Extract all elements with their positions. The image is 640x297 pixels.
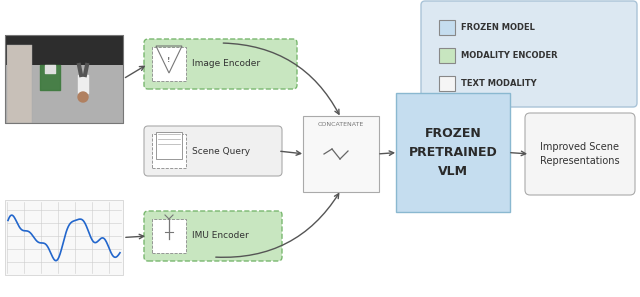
Text: Image Encoder: Image Encoder xyxy=(192,59,260,69)
FancyBboxPatch shape xyxy=(421,1,637,107)
FancyBboxPatch shape xyxy=(439,20,455,35)
FancyBboxPatch shape xyxy=(303,116,379,192)
Text: FROZEN MODEL: FROZEN MODEL xyxy=(461,23,535,31)
FancyBboxPatch shape xyxy=(439,76,455,91)
FancyBboxPatch shape xyxy=(144,126,282,176)
FancyBboxPatch shape xyxy=(152,47,186,81)
Polygon shape xyxy=(5,65,123,123)
Text: CONCATENATE: CONCATENATE xyxy=(318,121,364,127)
Polygon shape xyxy=(5,35,123,65)
FancyBboxPatch shape xyxy=(156,132,182,159)
Text: !: ! xyxy=(168,57,171,63)
Text: MODALITY ENCODER: MODALITY ENCODER xyxy=(461,50,557,59)
Text: FROZEN
PRETRAINED
VLM: FROZEN PRETRAINED VLM xyxy=(408,127,497,178)
Text: Scene Query: Scene Query xyxy=(192,146,250,156)
FancyBboxPatch shape xyxy=(5,35,123,123)
Circle shape xyxy=(78,92,88,102)
FancyBboxPatch shape xyxy=(144,39,297,89)
FancyBboxPatch shape xyxy=(439,48,455,63)
FancyBboxPatch shape xyxy=(152,219,186,253)
Text: TEXT MODALITY: TEXT MODALITY xyxy=(461,78,536,88)
Text: Improved Scene
Representations: Improved Scene Representations xyxy=(540,142,620,166)
FancyBboxPatch shape xyxy=(525,113,635,195)
Text: IMU Encoder: IMU Encoder xyxy=(192,231,249,241)
FancyBboxPatch shape xyxy=(5,200,123,275)
FancyBboxPatch shape xyxy=(152,134,186,168)
FancyBboxPatch shape xyxy=(7,45,32,123)
FancyBboxPatch shape xyxy=(396,93,510,212)
FancyBboxPatch shape xyxy=(144,211,282,261)
